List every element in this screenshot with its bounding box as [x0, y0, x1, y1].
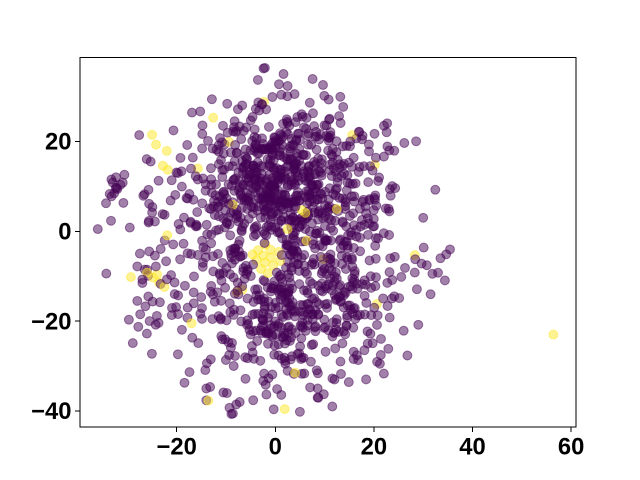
svg-text:−20: −20: [31, 308, 71, 335]
svg-text:60: 60: [558, 433, 584, 460]
svg-text:0: 0: [269, 433, 282, 460]
svg-text:20: 20: [45, 129, 71, 156]
svg-text:−40: −40: [31, 398, 71, 425]
svg-text:−20: −20: [157, 433, 197, 460]
svg-text:0: 0: [58, 219, 71, 246]
svg-text:40: 40: [459, 433, 485, 460]
svg-text:20: 20: [361, 433, 387, 460]
